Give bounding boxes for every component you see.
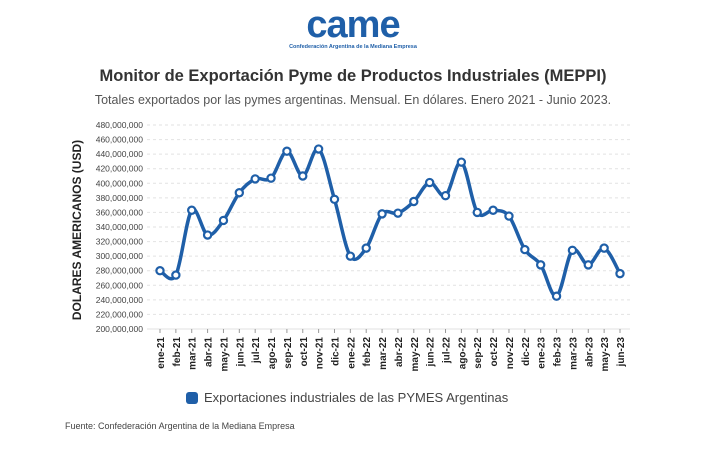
- y-tick-label: 360,000,000: [96, 207, 144, 217]
- series-line: [159, 147, 622, 298]
- x-tick-label: jul-22: [442, 337, 453, 365]
- y-tick-label: 400,000,000: [96, 178, 144, 188]
- data-point: [266, 173, 276, 183]
- legend-label: Exportaciones industriales de las PYMES …: [204, 390, 509, 405]
- x-tick-label: ene-23: [537, 337, 548, 369]
- chart-title: Monitor de Exportación Pyme de Productos…: [99, 67, 607, 85]
- x-tick-label: mar-23: [568, 337, 579, 370]
- data-point: [234, 188, 245, 198]
- data-point: [361, 243, 371, 253]
- came-logo: came Confederación Argentina de la Media…: [0, 4, 706, 53]
- x-tick-label: sep-21: [283, 337, 294, 369]
- x-tick-label: jun-21: [235, 337, 246, 368]
- x-tick-label: may-23: [600, 337, 611, 372]
- x-tick-label: abr-22: [394, 337, 405, 367]
- y-tick-label: 340,000,000: [96, 222, 144, 232]
- y-tick-label: 220,000,000: [96, 309, 144, 319]
- y-tick-label: 240,000,000: [96, 295, 144, 305]
- data-point: [250, 174, 260, 184]
- data-point: [377, 209, 387, 219]
- x-tick-label: nov-22: [505, 337, 516, 370]
- data-point: [298, 171, 308, 181]
- x-tick-label: ene-22: [346, 337, 357, 369]
- x-tick-label: oct-21: [299, 337, 310, 367]
- x-tick-label: ago-22: [457, 337, 468, 370]
- x-tick-label: abr-21: [204, 337, 215, 367]
- x-tick-label: feb-22: [362, 337, 373, 367]
- logo-subtitle: Confederación Argentina de la Mediana Em…: [289, 44, 417, 50]
- data-point: [171, 270, 181, 280]
- data-point: [218, 215, 229, 226]
- y-tick-label: 440,000,000: [96, 149, 144, 159]
- x-tick-label: mar-21: [188, 337, 199, 370]
- data-point: [472, 207, 482, 218]
- data-point: [393, 208, 403, 218]
- logo-wordmark: came: [306, 4, 400, 46]
- data-point: [329, 194, 340, 205]
- x-tick-label: abr-23: [584, 337, 595, 367]
- data-point: [409, 196, 419, 207]
- x-tick-label: jul-21: [251, 337, 262, 365]
- data-point: [155, 266, 165, 276]
- data-point: [187, 205, 197, 215]
- data-point: [345, 251, 356, 261]
- data-point: [615, 268, 625, 279]
- y-tick-label: 380,000,000: [96, 193, 144, 203]
- y-tick-label: 300,000,000: [96, 251, 144, 261]
- y-tick-label: 480,000,000: [96, 120, 144, 130]
- data-point: [440, 190, 451, 201]
- x-tick-label: jun-23: [616, 337, 627, 368]
- legend-swatch: [186, 391, 198, 404]
- x-tick-label: dic-22: [521, 337, 532, 366]
- x-tick-label: may-22: [410, 337, 421, 372]
- x-tick-label: nov-21: [315, 337, 326, 370]
- data-point: [520, 244, 530, 255]
- x-tick-label: mar-22: [378, 337, 389, 370]
- y-tick-label: 280,000,000: [96, 266, 144, 276]
- data-point: [313, 144, 324, 154]
- y-tick-label: 320,000,000: [96, 237, 144, 247]
- x-tick-label: dic-21: [330, 337, 341, 366]
- y-tick-label: 200,000,000: [96, 324, 144, 334]
- data-point: [456, 157, 467, 167]
- data-point: [599, 243, 609, 253]
- y-tick-label: 460,000,000: [96, 135, 144, 145]
- x-tick-label: ago-21: [267, 337, 278, 370]
- x-tick-label: feb-23: [553, 337, 564, 367]
- x-tick-label: sep-22: [473, 337, 484, 369]
- data-point: [583, 260, 593, 270]
- y-tick-label: 260,000,000: [96, 280, 144, 290]
- chart-subtitle: Totales exportados por las pymes argenti…: [94, 93, 612, 107]
- data-point: [567, 245, 578, 256]
- x-tick-label: ene-21: [156, 337, 167, 369]
- x-tick-label: jun-22: [426, 337, 437, 368]
- x-tick-label: may-21: [219, 337, 230, 372]
- source-note: Fuente: Confederación Argentina de la Me…: [65, 421, 295, 431]
- x-tick-label: feb-21: [172, 337, 183, 367]
- data-point: [535, 260, 546, 270]
- data-point: [424, 177, 435, 188]
- data-point: [551, 291, 562, 301]
- data-point: [504, 211, 514, 221]
- data-point: [488, 205, 498, 215]
- y-axis-label: DOLARES AMERICANOS (USD): [70, 140, 84, 320]
- data-point: [282, 146, 292, 156]
- x-tick-label: oct-22: [489, 337, 500, 367]
- y-tick-label: 420,000,000: [96, 164, 144, 174]
- legend[interactable]: Exportaciones industriales de las PYMES …: [186, 390, 508, 405]
- data-point: [202, 230, 213, 240]
